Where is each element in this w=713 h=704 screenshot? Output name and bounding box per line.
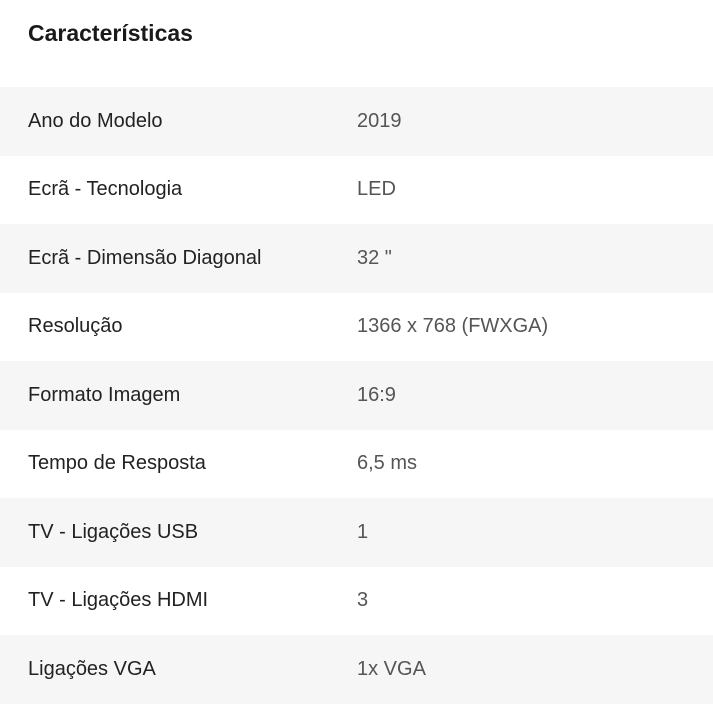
spec-value: 1 <box>357 520 369 543</box>
spec-row: TV - Ligações HDMI 3 <box>0 567 713 636</box>
spec-row: Ano do Modelo 2019 <box>0 87 713 156</box>
spec-value: LED <box>357 178 396 201</box>
section-title: Características <box>28 20 193 46</box>
spec-label: TV - Ligações HDMI <box>28 589 209 612</box>
spec-label: Tempo de Resposta <box>28 452 206 475</box>
spec-value: 16:9 <box>357 383 396 406</box>
spec-label: Formato Imagem <box>28 383 181 406</box>
spec-label: Ecrã - Tecnologia <box>28 178 183 201</box>
spec-row: Formato Imagem 16:9 <box>0 361 713 430</box>
spec-value: 32 " <box>357 246 392 269</box>
spec-label: Ano do Modelo <box>28 109 163 132</box>
spec-label: TV - Ligações USB <box>28 520 199 543</box>
spec-row: Ligações VGA 1x VGA <box>0 635 713 704</box>
spec-row: Resolução 1366 x 768 (FWXGA) <box>0 293 713 362</box>
spec-row: Ecrã - Dimensão Diagonal 32 " <box>0 224 713 293</box>
spec-row: TV - Ligações USB 1 <box>0 498 713 567</box>
spec-label: Ecrã - Dimensão Diagonal <box>28 246 262 269</box>
spec-value: 6,5 ms <box>357 452 418 475</box>
spec-row: Tempo de Resposta 6,5 ms <box>0 430 713 499</box>
spec-value: 3 <box>357 589 369 612</box>
spec-label: Resolução <box>28 315 123 338</box>
spec-table: Ano do Modelo 2019 Ecrã - Tecnologia LED Ecr… <box>0 87 713 704</box>
spec-label: Ligações VGA <box>28 657 156 680</box>
spec-row: Ecrã - Tecnologia LED <box>0 156 713 225</box>
spec-value: 2019 <box>357 109 402 132</box>
spec-value: 1x VGA <box>357 657 426 680</box>
spec-value: 1366 x 768 (FWXGA) <box>357 315 549 338</box>
